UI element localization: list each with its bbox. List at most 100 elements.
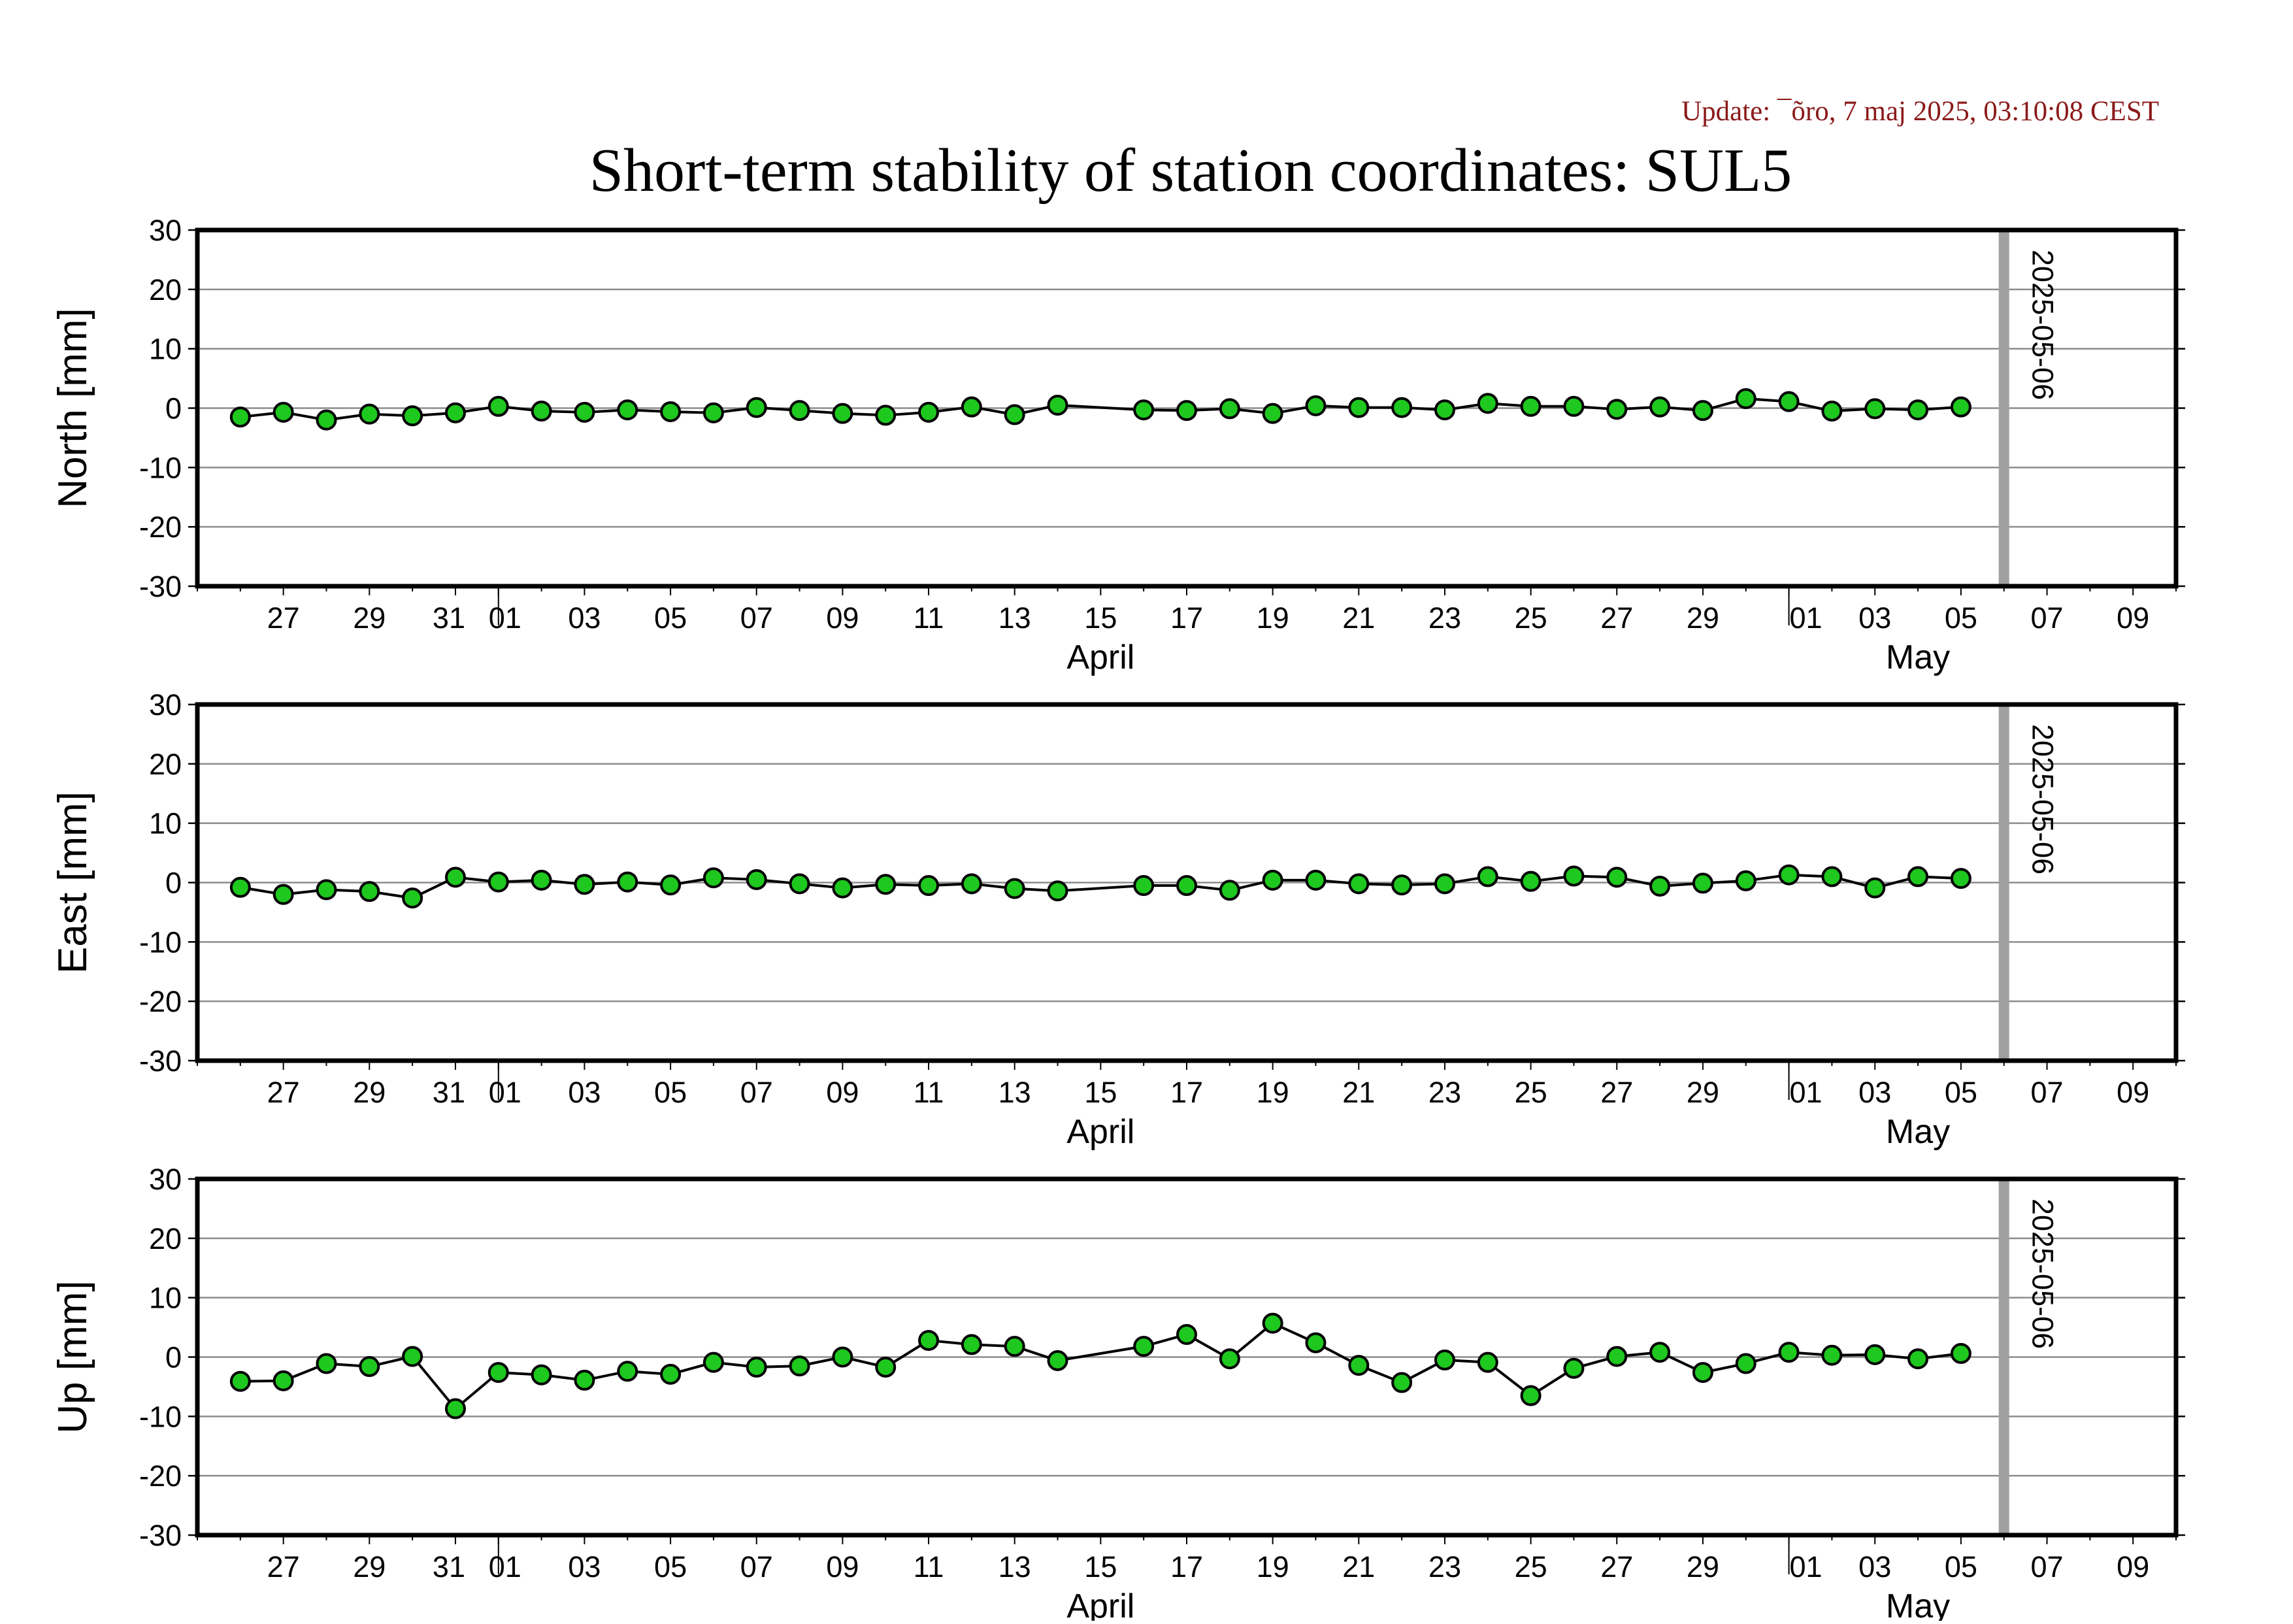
x-tick-label: 15 <box>1084 1076 1117 1109</box>
x-tick-label: 31 <box>433 1076 465 1109</box>
x-tick-label: 01 <box>1790 601 1823 635</box>
x-tick-label: 11 <box>914 1550 944 1583</box>
data-point <box>1348 873 1370 895</box>
data-point <box>1434 399 1455 421</box>
data-point <box>832 403 853 424</box>
x-month-label: May <box>1886 1113 1950 1151</box>
y-tick-label: 10 <box>149 333 182 366</box>
x-tick-label: 05 <box>1945 601 1977 635</box>
data-point <box>272 1370 294 1391</box>
data-point <box>1434 1350 1455 1371</box>
data-point <box>1219 398 1240 420</box>
data-point <box>531 1364 552 1385</box>
x-month-label: May <box>1886 638 1950 676</box>
series-line <box>240 397 1962 422</box>
x-tick-label: 05 <box>654 1076 687 1109</box>
x-tick-label: 09 <box>2117 1076 2149 1109</box>
x-tick-label: 23 <box>1428 1076 1461 1109</box>
data-point <box>1864 877 1886 899</box>
data-point <box>402 887 423 909</box>
y-tick-label: -10 <box>139 451 182 484</box>
x-tick-label: 17 <box>1170 1550 1203 1583</box>
data-point <box>746 397 767 418</box>
x-tick-label: 09 <box>826 1076 859 1109</box>
data-point <box>1520 395 1542 417</box>
panel-2: 30 20 10 0 -10 -20 -30 East [mm] 2025-05-06 27 29 3… <box>50 688 2185 1151</box>
y-tick-label: -20 <box>139 985 182 1018</box>
x-tick-label: 03 <box>568 601 601 635</box>
data-point <box>574 401 595 423</box>
x-tick-label: 07 <box>740 601 773 635</box>
data-point <box>961 396 982 418</box>
data-point <box>531 401 552 422</box>
x-tick-label: 25 <box>1515 601 1547 635</box>
x-tick-label: 23 <box>1428 601 1461 635</box>
data-point <box>1477 866 1498 887</box>
x-tick-label: 19 <box>1257 1076 1289 1109</box>
x-tick-label: 27 <box>1600 1550 1633 1583</box>
y-tick-label: -10 <box>139 925 182 959</box>
data-point <box>359 1356 380 1378</box>
data-point <box>1176 1323 1197 1345</box>
data-point <box>1348 397 1370 418</box>
y-tick-label: -30 <box>139 1044 182 1078</box>
data-point <box>402 1346 423 1367</box>
y-tick-label: 0 <box>165 392 182 425</box>
data-point <box>1950 396 1971 418</box>
data-point <box>660 1363 682 1385</box>
data-point <box>875 1356 897 1378</box>
x-tick-label: 29 <box>353 601 386 635</box>
x-tick-label: 15 <box>1084 601 1117 635</box>
y-tick-label: -10 <box>139 1400 182 1433</box>
data-point <box>229 1370 251 1392</box>
x-tick-label: 01 <box>489 601 521 635</box>
data-point <box>1305 395 1327 416</box>
data-point <box>1219 880 1240 901</box>
data-point <box>832 877 853 899</box>
data-point <box>1391 874 1413 896</box>
y-tick-label: 0 <box>165 867 182 900</box>
data-point <box>1821 866 1843 887</box>
data-point <box>832 1346 853 1368</box>
data-point <box>1907 1348 1929 1370</box>
x-tick-label: 25 <box>1515 1076 1547 1109</box>
x-tick-label: 21 <box>1342 1076 1375 1109</box>
data-point <box>746 869 767 890</box>
x-tick-label: 13 <box>998 1550 1031 1583</box>
x-tick-label: 27 <box>267 601 300 635</box>
x-tick-label: 31 <box>433 1550 465 1583</box>
x-tick-label: 05 <box>1945 1550 1977 1583</box>
data-point <box>1262 403 1283 424</box>
data-point <box>961 1334 982 1355</box>
x-tick-label: 01 <box>1790 1550 1823 1583</box>
update-timestamp: Update: ¯õro, 7 maj 2025, 03:10:08 CEST <box>1681 96 2159 127</box>
data-point <box>1950 868 1971 889</box>
data-point <box>1563 865 1585 887</box>
x-tick-label: 03 <box>1858 601 1891 635</box>
data-point <box>574 1369 595 1391</box>
data-point <box>1477 1351 1498 1373</box>
x-tick-label: 03 <box>568 1550 601 1583</box>
data-point <box>617 399 638 421</box>
y-tick-label: 20 <box>149 1222 182 1255</box>
y-tick-label: -30 <box>139 1519 182 1552</box>
y-tick-label: -20 <box>139 1459 182 1493</box>
data-point <box>1133 1336 1155 1357</box>
x-tick-label: 27 <box>267 1550 300 1583</box>
x-tick-label: 29 <box>1687 1076 1719 1109</box>
x-tick-label: 13 <box>998 1076 1031 1109</box>
data-point <box>531 869 552 891</box>
date-marker-label: 2025-05-06 <box>2026 724 2060 874</box>
data-point <box>1692 872 1713 894</box>
data-point <box>444 402 466 423</box>
data-point <box>272 884 294 905</box>
x-tick-label: 17 <box>1170 1076 1203 1109</box>
data-point <box>1735 1353 1757 1374</box>
data-point <box>574 874 595 895</box>
data-point <box>402 405 423 427</box>
x-tick-label: 05 <box>654 601 687 635</box>
y-tick-label: 20 <box>149 273 182 307</box>
data-point <box>1133 399 1155 421</box>
